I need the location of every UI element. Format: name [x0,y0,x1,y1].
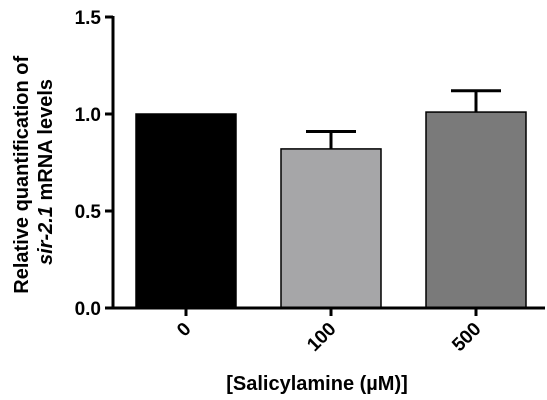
y-axis-label: Relative quantification of sir-2.1 mRNA … [11,50,57,293]
x-axis-label: [Salicylamine (µM)] [226,373,408,395]
axes-layer [111,16,545,310]
y-tick-label-1.0: 1.0 [75,105,101,126]
y-axis-label-line2: sir-2.1 mRNA levels [35,79,57,265]
y-axis-label-suffix: mRNA levels [35,79,57,206]
y-axis-label-line1: Relative quantification of [11,56,33,294]
x-ticks-layer: 0 100 500 [173,308,486,356]
error-bars-layer [306,89,501,149]
x-tick-label-0: 0 [173,319,195,341]
y-axis-label-gene: sir-2.1 [35,206,57,265]
x-tick-label-500: 500 [448,319,485,356]
y-tick-label-1.5: 1.5 [75,8,102,29]
y-ticks-layer: 0.0 0.5 1.0 1.5 [75,8,113,320]
bar-100 [280,148,382,309]
y-tick-label-0.5: 0.5 [75,202,102,223]
x-tick-label-100: 100 [303,319,340,356]
bar-500 [425,111,527,309]
bar-0 [135,113,237,309]
y-tick-label-0.0: 0.0 [75,299,101,320]
